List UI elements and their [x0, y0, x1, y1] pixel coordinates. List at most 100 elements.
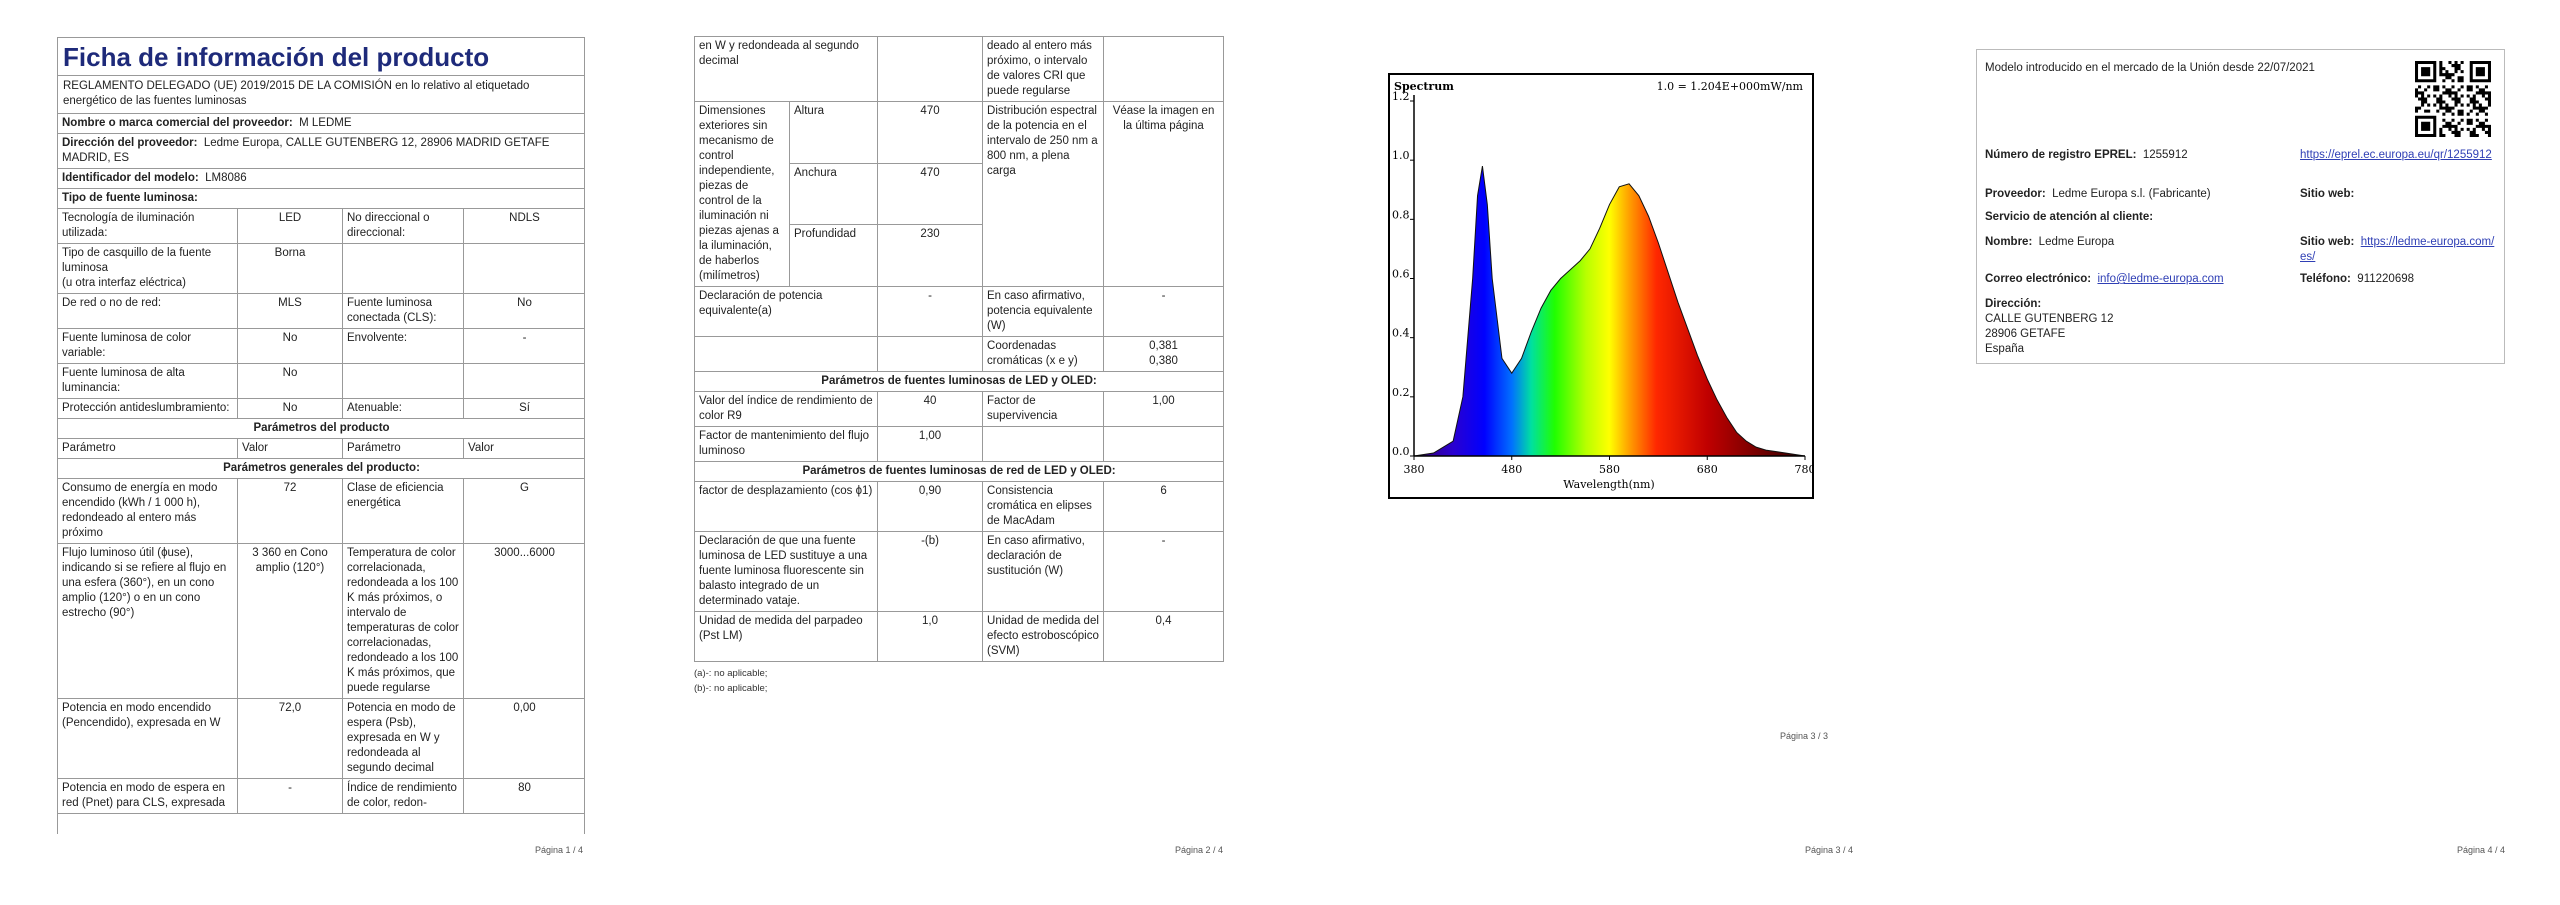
table-cell [982, 426, 1105, 462]
table-cell: Atenuable: [342, 398, 464, 419]
table-row: Parámetros generales del producto: [58, 458, 584, 479]
table-cell: No [462, 293, 584, 329]
address-line: 28906 GETAFE [1985, 328, 2066, 340]
field-value: 911220698 [2357, 273, 2415, 285]
table-cell [877, 36, 984, 102]
table-cell [1103, 426, 1225, 462]
section-heading: Parámetros de fuentes luminosas de red d… [693, 461, 1225, 482]
table-cell: Sí [462, 398, 584, 419]
header-cell: Parámetro [342, 438, 464, 459]
table-cell: Potencia en modo de espera (Psb), expres… [342, 698, 464, 779]
table-cell: Clase de eficiencia energética [342, 478, 464, 544]
table-cell: 470 [877, 101, 984, 164]
y-tick-label: 1.0 [1392, 149, 1410, 162]
table-cell: Fuente luminosa de color variable: [58, 328, 238, 364]
address-line: CALLE GUTENBERG 12 [1985, 313, 2114, 325]
table-cell: Nombre o marca comercial del proveedor: … [58, 113, 584, 134]
x-tick-label: 580 [1599, 463, 1620, 476]
spectrum-fill [1414, 166, 1805, 456]
table-row: Protección antideslumbramiento: No Atenuab… [58, 398, 584, 419]
table-cell: deado al entero más próximo, o intervalo… [982, 36, 1105, 102]
qr-modules [2415, 61, 2491, 137]
table-cell: Dirección del proveedor: Ledme Europa, C… [58, 133, 584, 169]
table-cell: 1,00 [1103, 391, 1225, 427]
table-row: De red o no de red: MLS Fuente luminosa co… [58, 293, 584, 329]
table-row: Nombre o marca comercial del proveedor: … [58, 113, 584, 134]
table-cell: En caso afirmativo, declaración de susti… [982, 531, 1105, 612]
x-tick-label: 780 [1795, 463, 1815, 476]
page-footer: Página 2 / 4 [1174, 845, 1223, 855]
y-tick-label: 0.6 [1392, 268, 1410, 281]
x-axis-label: Wavelength(nm) [1563, 478, 1654, 491]
table-cell: Distribución espectral de la potencia en… [982, 101, 1105, 287]
table-cell [877, 336, 984, 372]
field-label: Tipo de fuente luminosa: [62, 192, 198, 204]
field-label: Sitio web: [2300, 236, 2355, 248]
table-cell: Borna [237, 243, 343, 294]
table-row: Unidad de medida del parpadeo (Pst LM) 1,… [693, 611, 1225, 662]
eprel-link[interactable]: https://eprel.ec.europa.eu/qr/1255912 [2300, 149, 2492, 161]
field-label: Sitio web: [2300, 188, 2355, 200]
table-cell: Consistencia cromática en elipses de Mac… [982, 481, 1105, 532]
table-cell: Coordenadas cromáticas (x e y) [982, 336, 1105, 372]
spectrum-line [1413, 166, 1806, 457]
field-value: LM8086 [205, 172, 247, 184]
field-label: Identificador del modelo: [62, 172, 199, 184]
qr-code [2415, 61, 2491, 137]
table-row: Fuente luminosa de color variable: No Envo… [58, 328, 584, 364]
table-cell: 80 [462, 778, 584, 814]
table-row: Factor de mantenimiento del flujo lumino… [693, 426, 1225, 462]
header-cell: Parámetro [58, 438, 238, 459]
table-cell: factor de desplazamiento (cos ϕ1) [693, 481, 879, 532]
table-cell: Tipo de fuente luminosa: [58, 188, 584, 209]
table-cell: 0,4 [1103, 611, 1225, 662]
table-cell: - [462, 328, 584, 364]
table-cell: Factor de supervivencia [982, 391, 1105, 427]
table-row: Tipo de casquillo de la fuente luminosa … [58, 243, 584, 294]
table-cell [342, 243, 464, 294]
table-cell: Factor de mantenimiento del flujo lumino… [693, 426, 879, 462]
table-cell: No [237, 398, 343, 419]
web-link[interactable]: https://ledme-europa.com/es/ [2300, 236, 2495, 263]
table-cell: 0,381 0,380 [1103, 336, 1225, 372]
table-cell: Flujo luminoso útil (ϕuse), indicando si… [58, 543, 238, 699]
table-body: Nombre o marca comercial del proveedor: … [58, 113, 584, 814]
table-cell: Tecnología de iluminación utilizada: [58, 208, 238, 244]
table-row: Parámetro Valor Parámetro Valor [58, 438, 584, 459]
section-heading: Parámetros generales del producto: [58, 458, 584, 479]
table-cell: Potencia en modo de espera en red (Pnet)… [58, 778, 238, 814]
y-tick-label: 0.0 [1392, 445, 1410, 458]
table-cell: Declaración de potencia equivalente(a) [693, 286, 879, 337]
table-cell: - [1103, 286, 1225, 337]
table-row: Coordenadas cromáticas (x e y) 0,381 0,38… [693, 336, 1225, 372]
table-cell: Unidad de medida del parpadeo (Pst LM) [693, 611, 879, 662]
page-footer: Página 3 / 4 [1804, 845, 1853, 855]
table-row: Parámetros de fuentes luminosas de LED y… [693, 371, 1225, 392]
table-row: Parámetros de fuentes luminosas de red d… [693, 461, 1225, 482]
table-cell: Potencia en modo encendido (Pencendido),… [58, 698, 238, 779]
table-cell: Anchura [788, 162, 879, 226]
table-row: Fuente luminosa de alta luminancia: No [58, 363, 584, 399]
table-cell: Protección antideslumbramiento: [58, 398, 238, 419]
table-row: Identificador del modelo: LM8086 [58, 168, 584, 189]
page-2: en W y redondeada al segundo decimal dead… [693, 36, 1225, 696]
table-row: Valor del índice de rendimiento de color… [693, 391, 1225, 427]
table-cell: Altura [788, 101, 879, 164]
table-cell: Véase la imagen en la última página [1103, 101, 1225, 287]
table-cell: G [462, 478, 584, 544]
table-cell: LED [237, 208, 343, 244]
table-cell: MLS [237, 293, 343, 329]
note: (b)-: no aplicable; [694, 683, 768, 694]
table-cell: 1,00 [877, 426, 984, 462]
header-cell: Valor [462, 438, 584, 459]
table-row: Potencia en modo encendido (Pencendido),… [58, 698, 584, 779]
table-cell: Identificador del modelo: LM8086 [58, 168, 584, 189]
email-link[interactable]: info@ledme-europa.com [2097, 273, 2224, 285]
table-row: en W y redondeada al segundo decimal dead… [693, 36, 1225, 102]
table-cell: 470 [877, 162, 984, 226]
table-row: Declaración de que una fuente luminosa d… [693, 531, 1225, 612]
page-4: Modelo introducido en el mercado de la U… [1976, 49, 2505, 364]
section-label: Servicio de atención al cliente: [1985, 211, 2154, 223]
table-cell: Índice de rendimiento de color, redon- [342, 778, 464, 814]
info-table: en W y redondeada al segundo decimal dead… [693, 36, 1225, 662]
